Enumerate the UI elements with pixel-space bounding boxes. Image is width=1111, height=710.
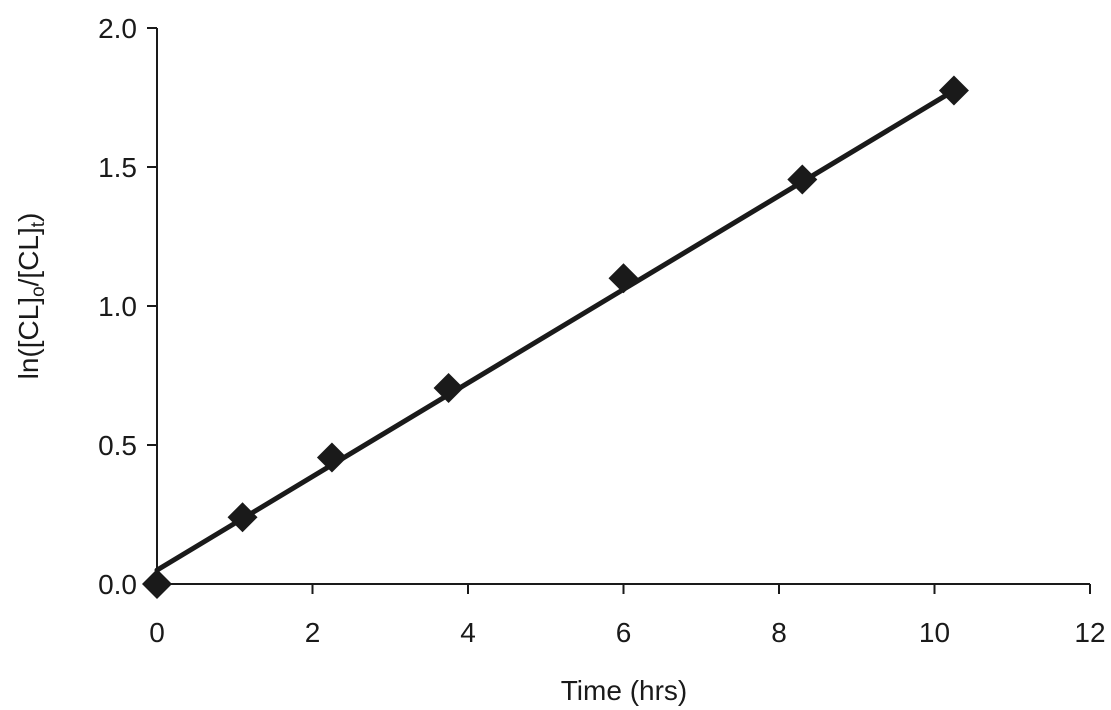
y-axis-title-part: /[CL]: [13, 227, 44, 286]
y-tick-label: 2.0: [98, 13, 137, 44]
x-tick-label: 10: [919, 617, 950, 648]
x-tick-label: 2: [305, 617, 321, 648]
y-axis-title: ln([CL]o/[CL]t): [13, 213, 49, 380]
y-axis-ticks: 0.0 0.5 1.0 1.5 2.0: [98, 13, 157, 600]
y-tick-label: 1.5: [98, 152, 137, 183]
x-tick-label: 6: [616, 617, 632, 648]
x-tick-label: 4: [460, 617, 476, 648]
data-point-marker: [938, 75, 969, 106]
fit-line: [154, 88, 957, 573]
y-tick-label: 1.0: [98, 291, 137, 322]
y-axis-title-part: ): [13, 213, 44, 222]
data-point-marker: [227, 502, 258, 533]
data-point-marker: [787, 164, 818, 195]
axes: [156, 28, 1090, 585]
x-tick-label: 0: [149, 617, 165, 648]
x-tick-label: 12: [1074, 617, 1105, 648]
y-axis-title-sub: o: [28, 286, 49, 297]
fit-line-group: [154, 88, 957, 573]
y-axis-title-sub: t: [28, 221, 49, 227]
x-axis-title: Time (hrs): [561, 675, 688, 706]
y-tick-label: 0.0: [98, 569, 137, 600]
x-axis-ticks: 0 2 4 6 8 10 12: [149, 584, 1106, 648]
y-axis-title-part: ln([CL]: [13, 297, 44, 379]
data-point-marker: [433, 373, 464, 404]
data-point-marker: [316, 442, 347, 473]
x-tick-label: 8: [771, 617, 787, 648]
data-point-marker: [142, 569, 172, 599]
y-tick-label: 0.5: [98, 430, 137, 461]
data-points: [142, 75, 969, 599]
data-point-marker: [608, 263, 639, 294]
